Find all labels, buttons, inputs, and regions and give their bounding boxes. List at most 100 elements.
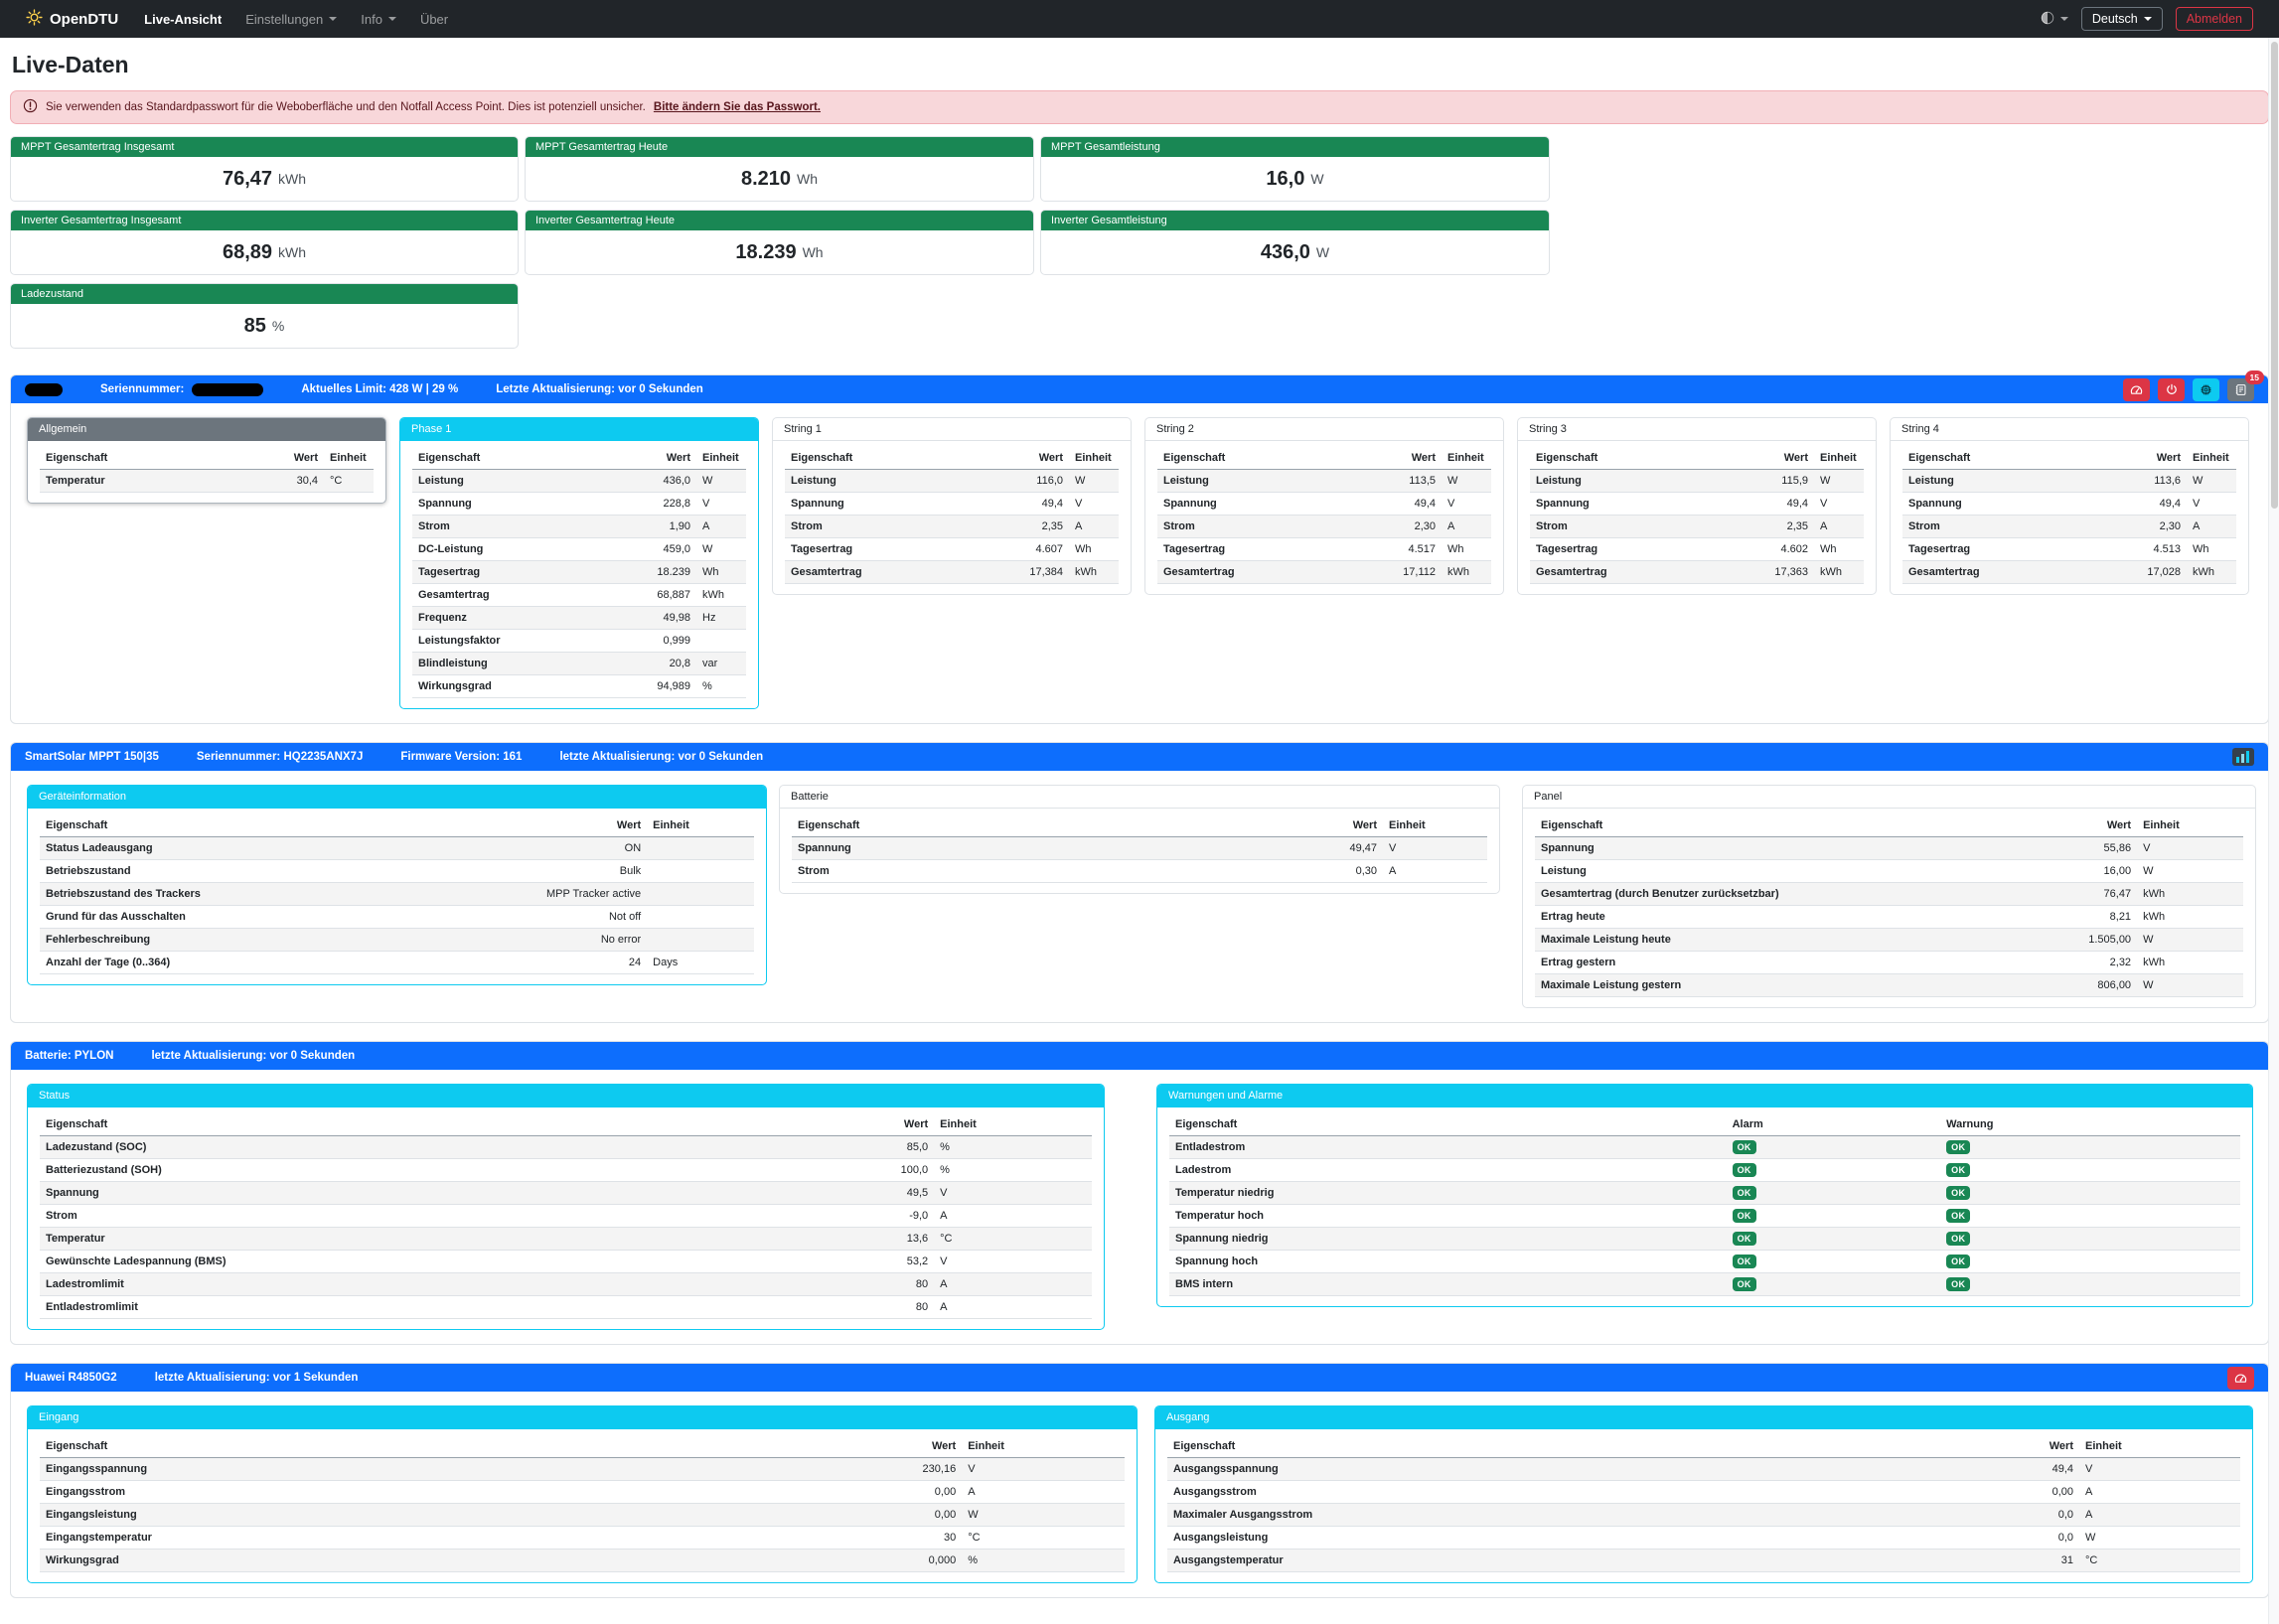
- row-unit: W: [1069, 469, 1119, 493]
- table-row: Entladestromlimit 80 A: [40, 1295, 1092, 1319]
- logout-button[interactable]: Abmelden: [2175, 7, 2253, 31]
- row-value: 76,47: [2057, 882, 2138, 906]
- table-row: Ladestromlimit 80 A: [40, 1272, 1092, 1296]
- row-prop: Eingangsspannung: [40, 1457, 883, 1481]
- row-value: 13,6: [854, 1227, 935, 1251]
- table-row: Betriebszustand Bulk: [40, 859, 754, 883]
- col-eigenschaft: Eigenschaft: [1535, 814, 2058, 837]
- power-button[interactable]: [2158, 377, 2185, 401]
- last-update-text: letzte Aktualisierung: vor 0 Sekunden: [151, 1050, 356, 1062]
- huawei-limit-gauge-button[interactable]: [2227, 1366, 2254, 1390]
- col-einheit: Einheit: [2079, 1435, 2240, 1458]
- table-row: Gesamtertrag 17,363 kWh: [1530, 560, 1864, 584]
- table-header-row: Eigenschaft Wert Einheit: [792, 814, 1487, 837]
- card-eingang: Eingang Eigenschaft Wert Einheit Eingangss…: [27, 1405, 1138, 1583]
- row-unit: V: [934, 1181, 1092, 1205]
- table-row: Leistung 113,5 W: [1157, 469, 1491, 493]
- table-row: Strom 2,30 A: [1902, 515, 2236, 538]
- string2-table: Eigenschaft Wert Einheit Leistung 113,5 W Spa…: [1157, 447, 1491, 584]
- row-value: 0,000: [882, 1549, 963, 1572]
- table-row: Ausgangsstrom 0,00 A: [1167, 1480, 2240, 1504]
- change-password-link[interactable]: Bitte ändern Sie das Passwort.: [653, 101, 821, 113]
- row-unit: A: [2079, 1480, 2240, 1504]
- nav-item-einstellungen[interactable]: Einstellungen: [245, 12, 338, 27]
- nav-item-info[interactable]: Info: [361, 12, 396, 27]
- summary-card-unit: %: [271, 318, 285, 334]
- row-prop: Eingangsstrom: [40, 1480, 883, 1504]
- row-prop: Betriebszustand: [40, 859, 540, 883]
- table-row: Leistung 436,0 W: [412, 469, 746, 493]
- table-row: Leistung 116,0 W: [785, 469, 1119, 493]
- col-warnung: Warnung: [1940, 1113, 2240, 1136]
- card-title: Panel: [1523, 786, 2255, 809]
- row-prop: Tagesertrag: [412, 560, 617, 584]
- col-wert: Wert: [854, 1113, 935, 1136]
- alarm-status-badge: OK: [1732, 1186, 1756, 1200]
- table-row: Eingangstemperatur 30 °C: [40, 1526, 1125, 1550]
- eventlog-count-badge: 15: [2244, 369, 2264, 384]
- page-scrollbar[interactable]: [2268, 38, 2279, 1624]
- row-prop: Gesamtertrag: [785, 560, 989, 584]
- row-unit: Hz: [696, 606, 746, 630]
- card-string-3: String 3 Eigenschaft Wert Einheit Leistung…: [1517, 417, 1877, 595]
- table-row: Batteriezustand (SOH) 100,0%: [40, 1158, 1092, 1182]
- serial-text: Seriennummer: HQ2235ANX7J: [196, 751, 364, 763]
- cpu-info-button[interactable]: [2193, 377, 2219, 401]
- row-value: 4.602: [1735, 537, 1814, 561]
- col-einheit: Einheit: [2187, 447, 2236, 470]
- table-row: Tagesertrag 4.602 Wh: [1530, 537, 1864, 561]
- row-unit: W: [2137, 973, 2243, 997]
- row-unit: V: [2137, 836, 2243, 860]
- card-warnungen-alarme: Warnungen und Alarme Eigenschaft Alarm War…: [1156, 1084, 2253, 1307]
- row-value: 49,47: [1303, 836, 1383, 860]
- card-title: String 3: [1518, 418, 1876, 441]
- summary-card-value: 76,47: [222, 167, 273, 190]
- inverter-toolbar: 15: [2115, 369, 2264, 401]
- row-value: 459,0: [617, 537, 696, 561]
- last-update-text: letzte Aktualisierung: vor 0 Sekunden: [559, 751, 764, 763]
- row-prop: Batteriezustand (SOH): [40, 1158, 855, 1182]
- table-header-row: Eigenschaft Wert Einheit: [40, 1113, 1092, 1136]
- table-row: Spannung niedrig OK OK: [1169, 1227, 2240, 1251]
- table-row: Eingangsleistung 0,00 W: [40, 1503, 1125, 1527]
- summary-card-unit: W: [1310, 171, 1324, 187]
- row-unit: var: [696, 652, 746, 675]
- row-prop: Temperatur niedrig: [1169, 1181, 1727, 1205]
- row-prop: Spannung: [1902, 492, 2107, 516]
- row-unit: %: [962, 1549, 1125, 1572]
- col-eigenschaft: Eigenschaft: [412, 447, 617, 470]
- row-value: 2,35: [989, 515, 1069, 538]
- card-string-4: String 4 Eigenschaft Wert Einheit Leistung…: [1890, 417, 2249, 595]
- row-unit: V: [934, 1250, 1092, 1273]
- table-row: Ertrag gestern 2,32 kWh: [1535, 951, 2243, 974]
- theme-toggle-button[interactable]: [2041, 11, 2068, 28]
- row-value: 55,86: [2057, 836, 2138, 860]
- battery-table: Eigenschaft Wert Einheit Spannung 49,47 V Str…: [792, 814, 1487, 883]
- limit-gauge-button[interactable]: [2123, 377, 2150, 401]
- row-prop: Temperatur: [40, 469, 244, 493]
- scrollbar-thumb[interactable]: [2271, 42, 2278, 509]
- language-select[interactable]: Deutsch: [2080, 7, 2163, 31]
- nav-item-ueber[interactable]: Über: [419, 11, 449, 27]
- col-eigenschaft: Eigenschaft: [1167, 1435, 2000, 1458]
- col-wert: Wert: [2107, 447, 2187, 470]
- row-unit: kWh: [1069, 560, 1119, 584]
- row-value: 436,0: [617, 469, 696, 493]
- brand[interactable]: OpenDTU: [26, 8, 118, 30]
- table-row: DC-Leistung 459,0 W: [412, 537, 746, 561]
- table-header-row: Eigenschaft Alarm Warnung: [1169, 1113, 2240, 1136]
- warning-status-badge: OK: [1946, 1209, 1971, 1223]
- col-eigenschaft: Eigenschaft: [40, 814, 540, 837]
- eventlog-journal-button[interactable]: 15: [2227, 369, 2264, 401]
- row-prop: Spannung: [1157, 492, 1362, 516]
- warning-status-badge: OK: [1946, 1232, 1971, 1246]
- row-prop: Ausgangsspannung: [1167, 1457, 2000, 1481]
- col-eigenschaft: Eigenschaft: [1169, 1113, 1727, 1136]
- nav-item-live-ansicht[interactable]: Live-Ansicht: [144, 11, 223, 27]
- table-row: Temperatur 30,4 °C: [40, 469, 374, 493]
- row-prop: BMS intern: [1169, 1272, 1727, 1296]
- row-value: 0,999: [617, 629, 696, 653]
- col-alarm: Alarm: [1726, 1113, 1941, 1136]
- row-prop: Grund für das Ausschalten: [40, 905, 540, 929]
- row-value: 4.607: [989, 537, 1069, 561]
